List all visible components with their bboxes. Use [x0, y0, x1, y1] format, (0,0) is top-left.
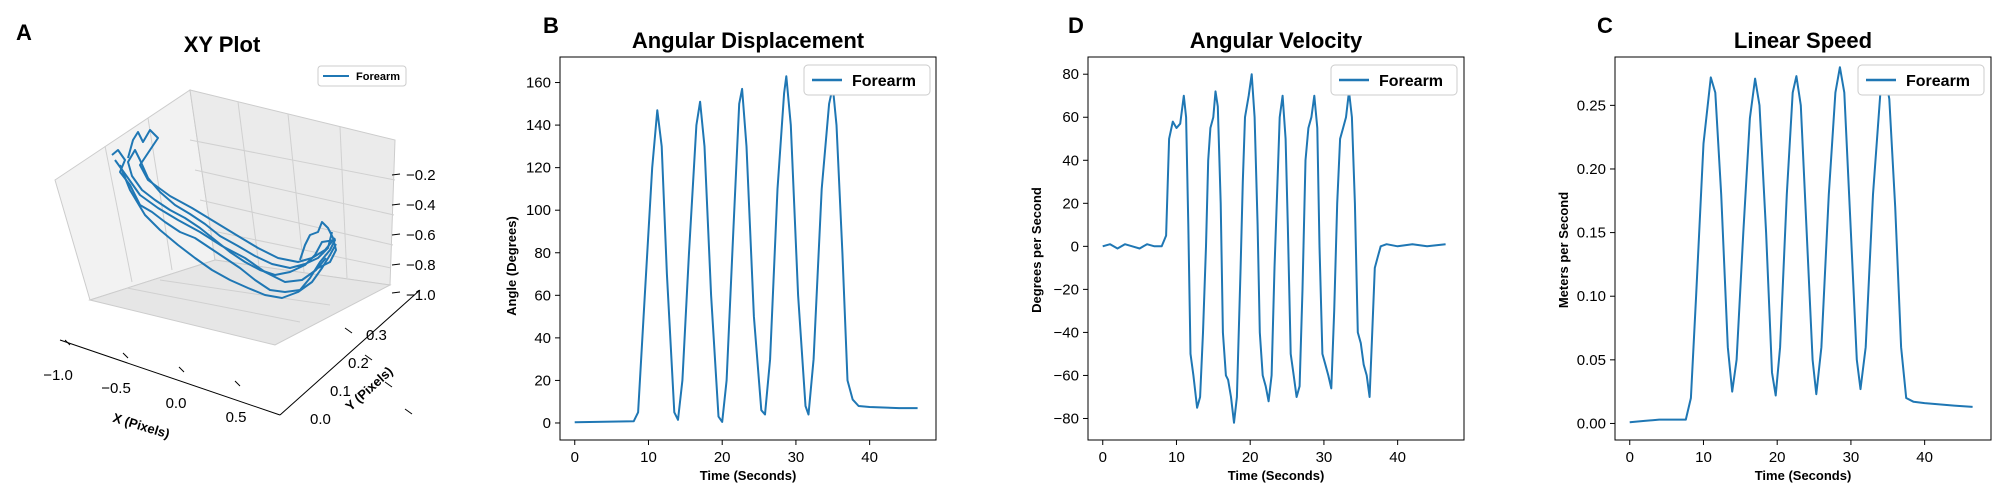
legend: Forearm [1330, 64, 1458, 96]
axis-ticks-3d [64, 173, 413, 415]
y-tick-label: 0.3 [366, 327, 387, 344]
y-tick-label: 0 [543, 415, 551, 432]
legend: Forearm [803, 64, 931, 96]
plot-frame [559, 56, 937, 441]
x-tick-label: 0 [1626, 449, 1634, 466]
x-tick-label: 0 [1099, 449, 1107, 466]
y-tick-label: 140 [526, 117, 551, 134]
chart-title: Linear Speed [1734, 28, 1872, 53]
y-tick-label: 0 [1071, 238, 1079, 255]
x-tick-label: 0 [571, 449, 579, 466]
y-tick-label: 60 [1062, 109, 1079, 126]
x-axis-label: Time (Seconds) [1228, 468, 1325, 483]
chart-angular-displacement: Angular Displacement Time (Seconds) Angl… [504, 28, 937, 483]
x-tick-label: 40 [1389, 449, 1406, 466]
x-tick-label: 10 [1695, 449, 1712, 466]
chart-linear-speed: Linear Speed Time (Seconds) Meters per S… [1556, 28, 1992, 483]
y-tick-label: 160 [526, 75, 551, 92]
z-tick-label: −0.2 [406, 167, 436, 184]
y-tick-label: 20 [1062, 195, 1079, 212]
x-axis-label: Time (Seconds) [700, 468, 797, 483]
axis-ticks: 0 10 20 30 40 −80 −60 −40 −20 0 20 40 60 80 [1054, 66, 1406, 466]
panel-letter-a: A [16, 20, 32, 45]
panel-letter-c: C [1597, 13, 1613, 38]
series-forearm-3d [111, 129, 337, 299]
grid-3d [104, 101, 396, 323]
x-tick-label: 10 [640, 449, 657, 466]
y-tick-label: 0.15 [1577, 225, 1606, 242]
x-tick-label: 40 [1916, 449, 1933, 466]
y-tick-label: 0.10 [1577, 288, 1606, 305]
chart-title: Angular Velocity [1190, 28, 1363, 53]
y-axis-label: Angle (Degrees) [504, 216, 519, 316]
y-tick-label: −20 [1054, 281, 1079, 298]
x-tick-label: 30 [788, 449, 805, 466]
x-tick-label: −1.0 [43, 367, 73, 384]
x-tick-label: −0.5 [101, 380, 131, 397]
y-tick-label: −80 [1054, 410, 1079, 427]
x-tick-label: 20 [714, 449, 731, 466]
y-tick-label: 100 [526, 202, 551, 219]
z-tick-label: −1.0 [406, 287, 436, 304]
y-axis-label: Meters per Second [1556, 192, 1571, 308]
z-tick-label: −0.8 [406, 257, 436, 274]
panel-letter-d: D [1068, 13, 1084, 38]
x-tick-label: 10 [1168, 449, 1185, 466]
y-tick-label: 0.2 [348, 355, 369, 372]
pane-floor [88, 259, 392, 346]
x-tick-label: 30 [1316, 449, 1333, 466]
chart-angular-velocity: Angular Velocity Time (Seconds) Degrees … [1029, 28, 1465, 483]
series-forearm [1102, 73, 1446, 424]
y-tick-label: 80 [534, 245, 551, 262]
y-tick-label: 0.1 [330, 383, 351, 400]
chart-title: XY Plot [184, 32, 261, 57]
z-tick-label: −0.6 [406, 227, 436, 244]
legend: Forearm [317, 65, 407, 87]
z-tick-label: −0.4 [406, 197, 436, 214]
x-tick-label: 40 [861, 449, 878, 466]
axis-ticks: 0 10 20 30 40 0.00 0.05 0.10 0.15 0.20 0.25 [1577, 97, 1933, 466]
x-axis-label: Time (Seconds) [1755, 468, 1852, 483]
x-axis-line [59, 339, 281, 416]
legend-box [317, 65, 407, 87]
series-forearm [1629, 66, 1973, 424]
y-tick-label: 0.05 [1577, 352, 1606, 369]
series-forearm [574, 75, 918, 424]
y-tick-label: 20 [534, 372, 551, 389]
y-tick-label: 0.00 [1577, 415, 1606, 432]
y-axis-label: Degrees per Second [1029, 187, 1044, 313]
y-tick-label: −40 [1054, 324, 1079, 341]
y-tick-label: 80 [1062, 66, 1079, 83]
x-tick-label: 20 [1769, 449, 1786, 466]
x-tick-label: 0.5 [226, 409, 247, 426]
plot-frame [1087, 56, 1465, 441]
plot-frame [1614, 56, 1992, 441]
y-tick-label: 40 [1062, 152, 1079, 169]
axis-ticks: 0 10 20 30 40 0 20 40 60 80 100 120 140 160 [526, 75, 878, 466]
y-tick-label: 0.20 [1577, 161, 1606, 178]
chart-title: Angular Displacement [632, 28, 865, 53]
y-tick-label: 0.0 [310, 411, 331, 428]
legend-box [1857, 64, 1985, 96]
y-tick-label: 120 [526, 160, 551, 177]
y-tick-label: 0.25 [1577, 97, 1606, 114]
panel-letter-b: B [543, 13, 559, 38]
legend-label: Forearm [356, 71, 400, 83]
x-axis-label: X (Pixels) [111, 410, 171, 441]
y-tick-label: 60 [534, 287, 551, 304]
legend-label: Forearm [1906, 73, 1970, 90]
legend-label: Forearm [852, 73, 916, 90]
x-tick-label: 0.0 [166, 395, 187, 412]
legend-box [1330, 64, 1458, 96]
legend-label: Forearm [1379, 73, 1443, 90]
y-axis-line [279, 289, 421, 416]
legend: Forearm [1857, 64, 1985, 96]
y-tick-label: −60 [1054, 367, 1079, 384]
chart-3d-xy-plot: XY Plot [43, 32, 435, 441]
y-tick-label: 40 [534, 330, 551, 347]
legend-box [803, 64, 931, 96]
x-tick-label: 30 [1843, 449, 1860, 466]
x-tick-label: 20 [1242, 449, 1259, 466]
